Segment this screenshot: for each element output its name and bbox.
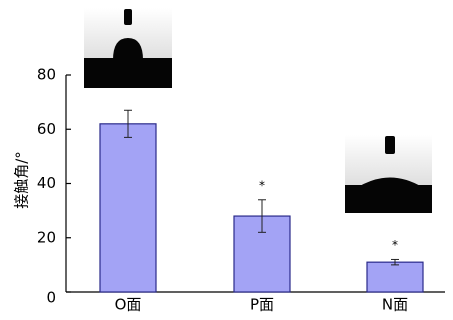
significance-mark: * [259, 178, 265, 192]
y-tick-label: 20 [37, 228, 56, 246]
inset-o-face [84, 8, 172, 88]
chart: 接触角/° 0 20 40 60 80 O面 P面 * N面 * [0, 0, 453, 320]
y-tick-label: 60 [37, 120, 56, 138]
x-tick-label: N面 [382, 296, 408, 314]
significance-mark: * [392, 238, 398, 252]
x-tick-label: P面 [250, 296, 274, 314]
y-axis-label: 接触角/° [13, 151, 31, 209]
inset-n-face [345, 135, 432, 213]
bar [100, 124, 156, 292]
y-tick-label: 0 [46, 289, 56, 307]
y-tick-label: 80 [37, 66, 56, 84]
y-tick-label: 40 [37, 174, 56, 192]
bar [367, 262, 423, 292]
x-tick-label: O面 [115, 296, 142, 314]
